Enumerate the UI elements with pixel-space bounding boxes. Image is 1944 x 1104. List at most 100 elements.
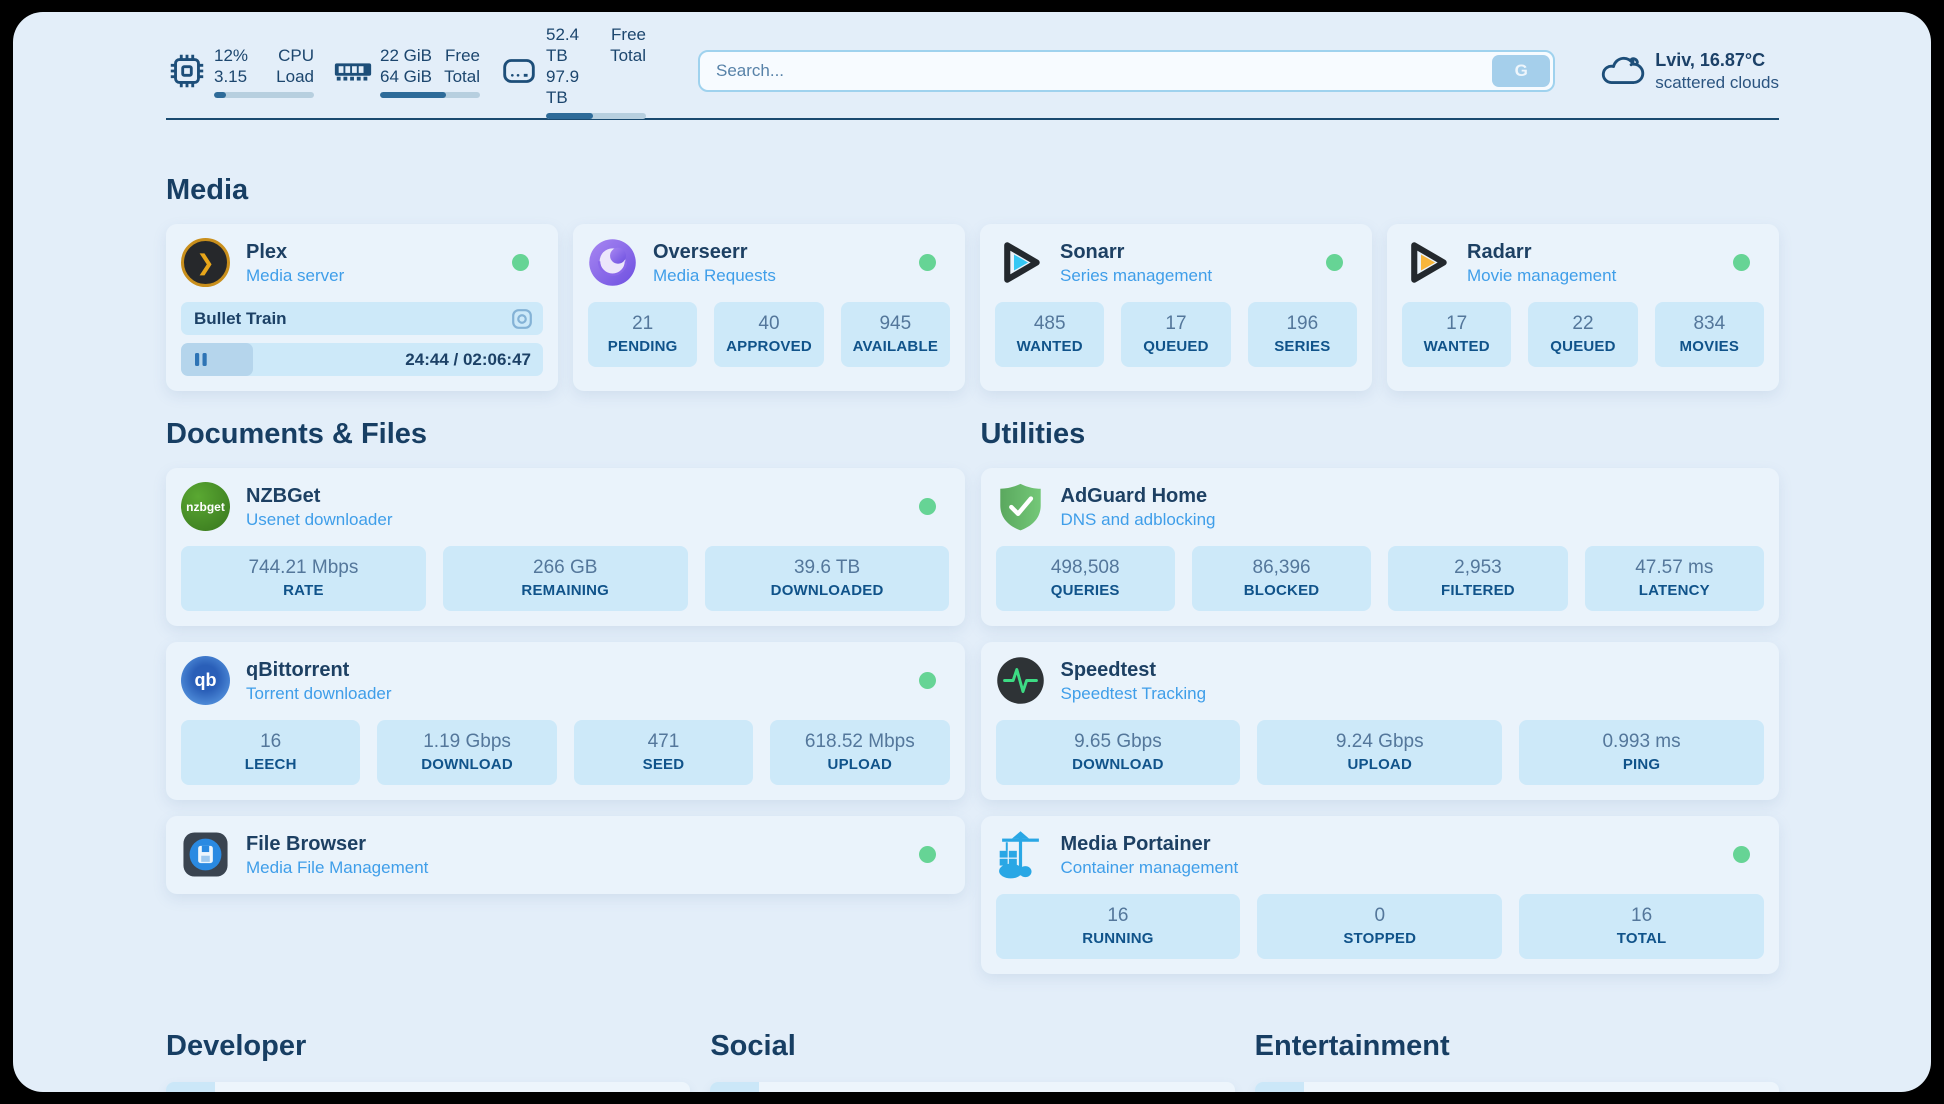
section-documents: Documents & Files nzbget NZBGet Usenet d… bbox=[166, 418, 965, 974]
app-card-nzbget[interactable]: nzbget NZBGet Usenet downloader 744.21 M… bbox=[166, 468, 965, 626]
ram-free-label: Free bbox=[445, 45, 480, 65]
playback-progress-bar[interactable]: 24:44 / 02:06:47 bbox=[181, 343, 543, 376]
app-description: Movie management bbox=[1467, 266, 1617, 285]
app-name: Media Portainer bbox=[1060, 833, 1211, 855]
section-title-documents: Documents & Files bbox=[166, 418, 428, 450]
app-card-plex[interactable]: ❯ Plex Media server Bullet Train bbox=[166, 224, 558, 391]
section-title-social: Social bbox=[710, 1030, 796, 1062]
status-online-dot bbox=[1326, 254, 1343, 271]
cloud-icon bbox=[1599, 51, 1645, 91]
ram-progress-track bbox=[380, 91, 480, 98]
disk-total-label: Total bbox=[610, 45, 646, 65]
cpu-percent: 12% bbox=[214, 45, 249, 65]
stat-tile: 16 TOTAL bbox=[1519, 894, 1764, 959]
stat-tile: 266 GB REMAINING bbox=[442, 546, 688, 611]
app-description: DNS and adblocking bbox=[1060, 510, 1216, 529]
app-card-adguard[interactable]: AdGuard Home DNS and adblocking 498,508 … bbox=[980, 468, 1779, 626]
link-url: github.com bbox=[596, 1092, 690, 1093]
playback-progress-fill bbox=[181, 343, 254, 376]
ram-icon bbox=[332, 50, 374, 92]
app-card-speedtest[interactable]: Speedtest Speedtest Tracking 9.65 Gbps D… bbox=[980, 642, 1779, 800]
app-description: Series management bbox=[1060, 266, 1213, 285]
cpu-progress-fill bbox=[214, 91, 226, 98]
weather-widget[interactable]: Lviv, 16.87°C scattered clouds bbox=[1599, 49, 1779, 93]
stat-tile: 471 SEED bbox=[573, 720, 754, 785]
app-card-filebrowser[interactable]: File Browser Media File Management bbox=[166, 816, 965, 894]
app-description: Torrent downloader bbox=[246, 684, 392, 703]
link-name: LinkedIn bbox=[777, 1091, 841, 1093]
nzbget-icon: nzbget bbox=[181, 482, 230, 531]
playback-time: 24:44 / 02:06:47 bbox=[405, 349, 531, 369]
cpu-label: CPU bbox=[278, 45, 314, 65]
now-playing-title: Bullet Train bbox=[194, 308, 287, 328]
stat-tile: 0 STOPPED bbox=[1257, 894, 1503, 959]
topbar: 12% 3.15 CPU Load bbox=[166, 25, 1779, 119]
app-card-overseerr[interactable]: Overseerr Media Requests 21 PENDING 40 A… bbox=[573, 224, 965, 391]
app-name: Sonarr bbox=[1060, 241, 1125, 263]
section-media: Media ❯ Plex Media server Bullet Train bbox=[166, 174, 1779, 391]
pause-icon[interactable] bbox=[194, 352, 208, 367]
status-online-dot bbox=[512, 254, 529, 271]
link-github[interactable]: GH Github github.com bbox=[166, 1082, 691, 1093]
overseerr-icon bbox=[588, 238, 637, 287]
sonarr-icon bbox=[995, 238, 1044, 287]
app-name: AdGuard Home bbox=[1060, 485, 1208, 507]
section-utilities: Utilities bbox=[980, 418, 1779, 974]
speedtest-icon bbox=[996, 656, 1045, 705]
stat-tile: 0.993 ms PING bbox=[1519, 720, 1764, 785]
app-card-portainer[interactable]: Media Portainer Container management 16 … bbox=[980, 816, 1779, 974]
app-name: NZBGet bbox=[246, 485, 321, 507]
stat-tile: 498,508 QUERIES bbox=[995, 546, 1175, 611]
weather-location-temp: Lviv, 16.87°C bbox=[1655, 50, 1766, 70]
cpu-load-value: 3.15 bbox=[214, 66, 248, 86]
cpu-icon bbox=[166, 50, 208, 92]
status-online-dot bbox=[918, 498, 936, 515]
link-name: YouTube bbox=[1322, 1091, 1389, 1093]
app-name: qBittorrent bbox=[246, 659, 350, 681]
status-online-dot bbox=[918, 672, 936, 689]
status-online-dot bbox=[919, 254, 936, 271]
disk-progress-fill bbox=[546, 112, 593, 119]
cpu-load-label: Load bbox=[276, 66, 314, 86]
plex-icon: ❯ bbox=[181, 238, 230, 287]
disk-free-label: Free bbox=[611, 24, 646, 44]
section-title-media: Media bbox=[166, 174, 249, 206]
link-youtube[interactable]: YT YouTube youtube.com bbox=[1254, 1082, 1779, 1093]
search-engine-button[interactable]: G bbox=[1492, 55, 1551, 87]
link-abbr: YT bbox=[1254, 1082, 1304, 1092]
section-entertainment: Entertainment YT YouTube youtube.com NF … bbox=[1254, 1030, 1779, 1093]
link-abbr: GH bbox=[166, 1082, 215, 1092]
stat-tile: 196 SERIES bbox=[1247, 302, 1357, 367]
section-social: Social LI LinkedIn linkedin.com TW Twitt… bbox=[710, 1030, 1235, 1093]
status-online-dot bbox=[1733, 846, 1750, 863]
cpu-stat: 12% 3.15 CPU Load bbox=[166, 45, 314, 98]
stat-tile: 17 WANTED bbox=[1402, 302, 1512, 367]
app-card-radarr[interactable]: Radarr Movie management 17 WANTED 22 QUE… bbox=[1387, 224, 1779, 391]
dashboard-window: 12% 3.15 CPU Load bbox=[13, 12, 1931, 1092]
app-card-sonarr[interactable]: Sonarr Series management 485 WANTED 17 Q… bbox=[980, 224, 1372, 391]
link-url: linkedin.com bbox=[1130, 1092, 1235, 1093]
stat-tile: 1.19 Gbps DOWNLOAD bbox=[377, 720, 557, 785]
status-online-dot bbox=[1733, 254, 1750, 271]
search-input[interactable] bbox=[698, 50, 1556, 92]
section-developer: Developer GH Github github.com SO StackO… bbox=[166, 1030, 691, 1093]
disk-total-value: 97.9 TB bbox=[546, 66, 580, 107]
memory-stat: 22 GiB 64 GiB Free Total bbox=[332, 45, 480, 98]
status-online-dot bbox=[918, 846, 936, 863]
session-device-icon[interactable] bbox=[511, 308, 533, 330]
portainer-icon bbox=[996, 830, 1045, 879]
app-description: Media Requests bbox=[653, 266, 776, 285]
stat-tile: 47.57 ms LATENCY bbox=[1584, 546, 1764, 611]
section-title-developer: Developer bbox=[166, 1030, 307, 1062]
stat-tile: 834 MOVIES bbox=[1654, 302, 1764, 367]
stat-tile: 21 PENDING bbox=[588, 302, 698, 367]
stat-tile: 16 LEECH bbox=[181, 720, 361, 785]
app-card-qbittorrent[interactable]: qb qBittorrent Torrent downloader 16 LEE… bbox=[166, 642, 965, 800]
disk-icon bbox=[498, 50, 540, 92]
link-linkedin[interactable]: LI LinkedIn linkedin.com bbox=[710, 1082, 1235, 1093]
stat-tile: 40 APPROVED bbox=[714, 302, 824, 367]
link-abbr: LI bbox=[710, 1082, 760, 1092]
qbittorrent-icon: qb bbox=[181, 656, 230, 705]
stat-tile: 17 QUEUED bbox=[1121, 302, 1231, 367]
stat-tile: 485 WANTED bbox=[995, 302, 1105, 367]
